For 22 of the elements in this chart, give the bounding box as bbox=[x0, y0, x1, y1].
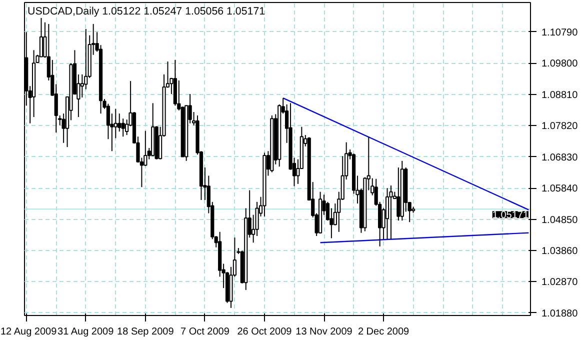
candlestick bbox=[385, 188, 390, 240]
x-tick-label: 13 Nov 2009 bbox=[296, 326, 353, 338]
y-tick-label: 1.04850 bbox=[542, 214, 578, 226]
candlestick bbox=[396, 167, 400, 222]
chart-title: USDCAD,Daily 1.05122 1.05247 1.05056 1.05171 bbox=[28, 6, 266, 18]
x-tick-label: 2 Dec 2009 bbox=[358, 326, 410, 338]
x-tick-label: 7 Oct 2009 bbox=[180, 326, 230, 338]
y-tick-label: 1.02870 bbox=[542, 277, 578, 288]
x-tick-label: 18 Sep 2009 bbox=[117, 326, 174, 338]
x-tick-label: 12 Aug 2009 bbox=[0, 326, 58, 338]
y-tick-label: 1.06830 bbox=[542, 152, 578, 164]
y-tick-label: 1.09800 bbox=[542, 58, 578, 70]
candlestick bbox=[118, 113, 122, 132]
y-tick-label: 1.05840 bbox=[542, 184, 578, 195]
y-tick-label: 1.08810 bbox=[542, 90, 578, 101]
candlestick bbox=[389, 185, 393, 240]
x-tick-label: 31 Aug 2009 bbox=[58, 326, 114, 338]
y-tick-label: 1.07820 bbox=[542, 121, 578, 132]
y-tick-label: 1.10790 bbox=[542, 27, 578, 38]
y-tick-label: 1.03860 bbox=[542, 246, 578, 257]
y-tick-label: 1.01880 bbox=[542, 308, 578, 320]
x-tick-label: 26 Oct 2009 bbox=[237, 326, 292, 338]
